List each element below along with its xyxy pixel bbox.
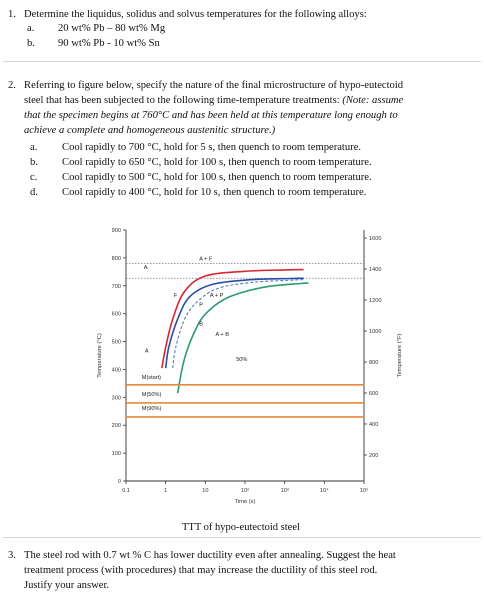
y-tick-label-left: 600: [112, 312, 121, 318]
x-tick-label: 10: [202, 488, 208, 494]
q2-line-2: steel that has been subjected to the fol…: [24, 94, 403, 108]
q2-note-tail: (Note: assume: [342, 95, 404, 106]
q3-line-3: Justify your answer.: [24, 580, 110, 591]
x-axis-label: Time (s): [234, 499, 255, 505]
q2-note-line-2: achieve a complete and homogeneous auste…: [24, 125, 276, 136]
chart-annotation: M(start): [142, 375, 161, 381]
q2-item-d: Cool rapidly to 400 °C, hold for 10 s, t…: [62, 187, 367, 198]
q1-item-b-letter: b.: [27, 38, 35, 49]
chart-annotation: A + P: [210, 293, 224, 299]
y-tick-label-left: 500: [112, 340, 121, 346]
y-axis-label-left: Temperature (°C): [97, 333, 103, 378]
q2-item-b: Cool rapidly to 650 °C, hold for 100 s, …: [62, 157, 372, 168]
series-line: [164, 277, 304, 369]
q1-number: 1.: [8, 9, 16, 20]
y-axis-label-right: Temperature (°F): [397, 333, 403, 377]
q1-item-a: 20 wt% Pb – 80 wt% Mg: [58, 23, 166, 34]
y-tick-label-left: 400: [112, 367, 121, 373]
q2-item-a-letter: a.: [30, 142, 38, 153]
q3-number: 3.: [8, 550, 16, 561]
y-tick-label-right: 600: [369, 391, 378, 397]
chart-annotation: M(50%): [142, 392, 162, 398]
y-tick-label-left: 300: [112, 395, 121, 401]
y-tick-label-right: 1200: [369, 298, 381, 304]
q2-item-d-letter: d.: [30, 187, 38, 198]
q1-item-b: 90 wt% Pb - 10 wt% Sn: [58, 38, 160, 49]
q2-item-c: Cool rapidly to 500 °C, hold for 100 s, …: [62, 172, 372, 183]
q2-line-2-text: steel that has been subjected to the fol…: [24, 95, 340, 106]
x-tick-label: 10³: [281, 488, 289, 494]
x-tick-label: 1: [164, 488, 167, 494]
chart-annotation: B: [199, 321, 203, 327]
q2-note-line-1: that the specimen begins at 760°C and ha…: [24, 110, 398, 121]
chart-annotation: A + F: [199, 257, 213, 263]
figure-caption: TTT of hypo-eutectoid steel: [182, 522, 300, 533]
chart-annotation: A: [145, 349, 149, 355]
q3-line-1: The steel rod with 0.7 wt % C has lower …: [24, 550, 396, 561]
section-divider: [3, 61, 481, 62]
q1-item-a-letter: a.: [27, 23, 35, 34]
y-tick-label-left: 100: [112, 451, 121, 457]
chart-annotation: M(90%): [142, 406, 162, 412]
chart-annotation: A: [144, 265, 148, 271]
y-tick-label-right: 800: [369, 360, 378, 366]
q2-number: 2.: [8, 80, 16, 91]
series-line: [172, 279, 304, 369]
y-tick-label-left: 900: [112, 228, 121, 234]
series-line: [161, 268, 304, 369]
q2-item-a: Cool rapidly to 700 °C, hold for 5 s, th…: [62, 142, 362, 153]
y-tick-label-left: 200: [112, 423, 121, 429]
chart-annotation: P: [199, 303, 203, 309]
chart-annotation: 50%: [236, 357, 247, 363]
y-tick-label-right: 1600: [369, 236, 381, 242]
q2-line-1: Referring to figure below, specify the n…: [24, 80, 404, 91]
q3-line-2: treatment process (with procedures) that…: [24, 565, 378, 576]
q2-item-b-letter: b.: [30, 157, 38, 168]
q1-text: Determine the liquidus, solidus and solv…: [24, 9, 367, 20]
section-divider-2: [3, 537, 481, 538]
y-tick-label-right: 200: [369, 453, 378, 459]
x-tick-label: 0.1: [122, 488, 130, 494]
q2-item-c-letter: c.: [30, 172, 38, 183]
series-line: [176, 282, 309, 394]
y-tick-label-left: 700: [112, 284, 121, 290]
x-tick-label: 10⁴: [320, 487, 329, 494]
y-tick-label-right: 1000: [369, 329, 381, 335]
y-tick-label-right: 1400: [369, 267, 381, 273]
chart-annotation: F: [174, 293, 178, 299]
y-tick-label-right: 400: [369, 422, 378, 428]
x-tick-label: 10²: [241, 488, 249, 494]
x-tick-label: 10⁵: [360, 487, 369, 494]
y-tick-label-left: 0: [118, 479, 121, 485]
chart-annotation: A + B: [215, 332, 229, 338]
y-tick-label-left: 800: [112, 256, 121, 262]
